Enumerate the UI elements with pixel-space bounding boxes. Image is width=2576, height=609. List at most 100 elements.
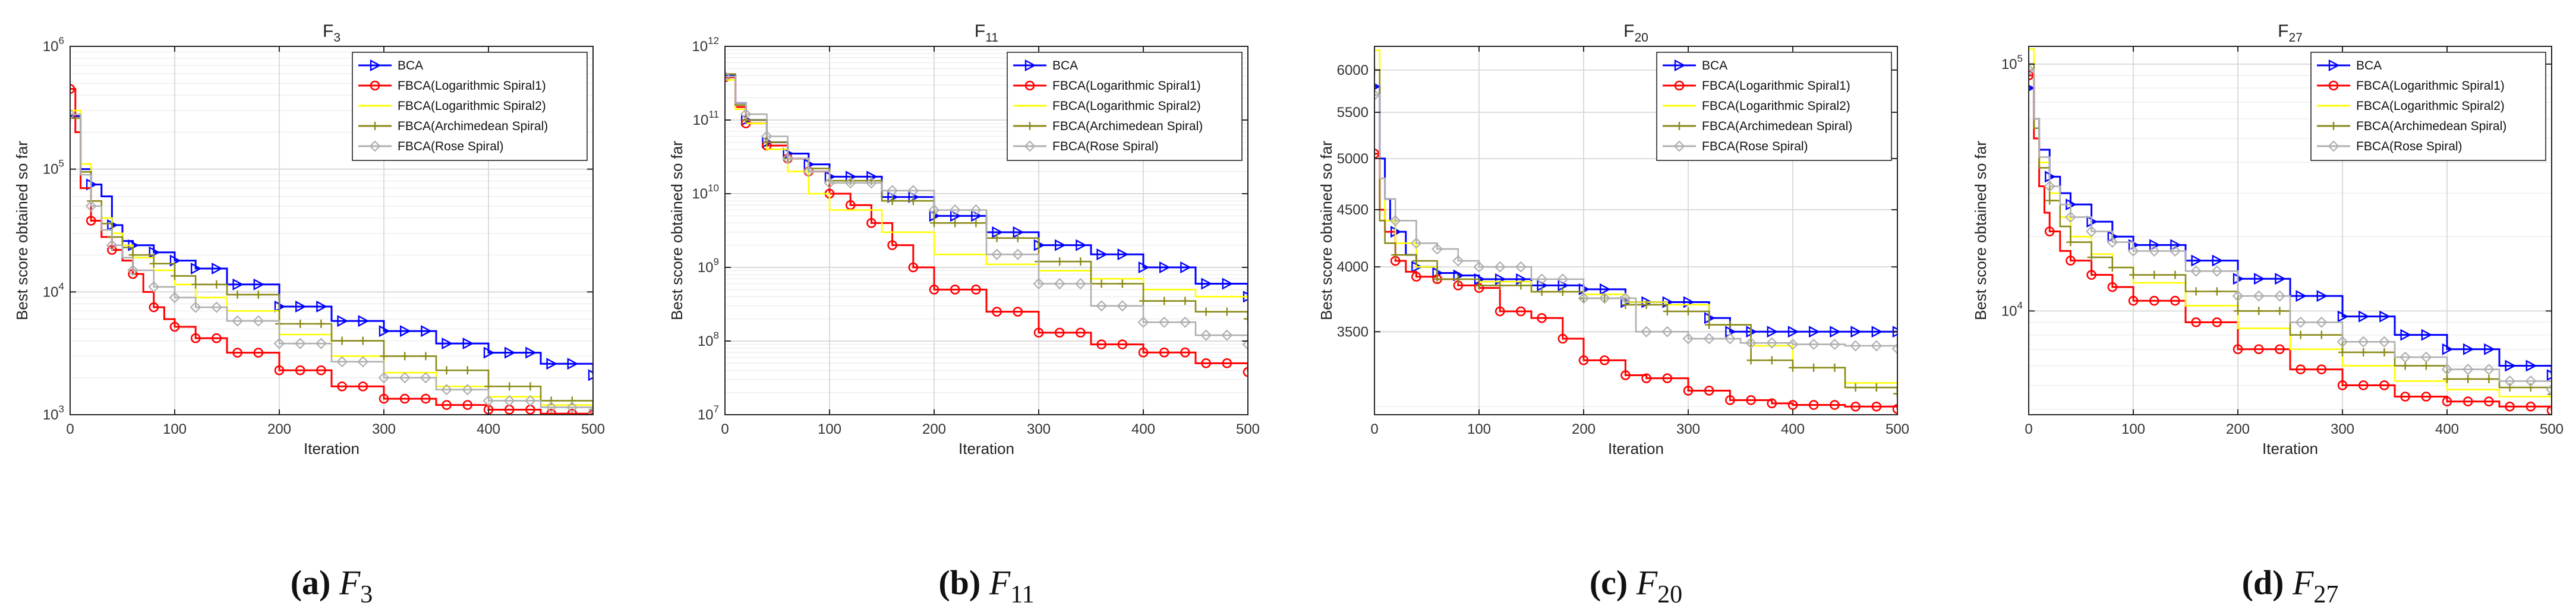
marker-circle [1222, 358, 1232, 368]
legend-entry-label: FBCA(Logarithmic Spiral2) [1052, 99, 1201, 113]
marker-diamond [1494, 261, 1506, 273]
caption-letter: (d) [2242, 563, 2293, 602]
series-line-5 [2029, 68, 2552, 390]
panel-title-sub: 3 [333, 31, 340, 45]
marker-triangle [2421, 329, 2433, 341]
marker-circle [2442, 396, 2452, 406]
x-tick-label: 500 [1236, 421, 1260, 437]
marker-triangle [253, 278, 265, 291]
marker-triangle [2379, 310, 2391, 323]
marker-triangle [567, 358, 579, 370]
marker-triangle [1054, 239, 1066, 251]
x-tick-label: 0 [2025, 421, 2032, 437]
marker-diamond [1012, 248, 1024, 260]
marker-triangle [2442, 343, 2454, 355]
marker-triangle [2484, 343, 2495, 355]
y-tick-base: 10 [43, 39, 59, 55]
y-tick-exponent: 7 [714, 403, 719, 415]
caption-name: F [339, 563, 361, 602]
marker-diamond [740, 108, 752, 120]
x-axis-label: Iteration [1608, 440, 1664, 457]
marker-circle [546, 408, 556, 415]
marker-diamond [148, 281, 160, 293]
marker-diamond [1054, 277, 1065, 290]
y-tick-label: 105 [2001, 53, 2023, 72]
marker-diamond [2483, 364, 2495, 376]
marker-circle [149, 302, 159, 313]
marker-triangle [2296, 290, 2307, 302]
marker-circle [2400, 392, 2410, 402]
marker-diamond [315, 337, 327, 349]
y-tick-label: 104 [2001, 299, 2023, 319]
series-line-2 [70, 88, 593, 415]
marker-circle [2546, 405, 2552, 415]
legend: BCA FBCA(Logarithmic Spiral1) FBCA(Logarit… [1007, 52, 1243, 161]
y-tick-base: 10 [698, 333, 714, 349]
axes-box [724, 46, 1248, 415]
marker-circle [1683, 386, 1694, 396]
y-tick-exponent: 12 [708, 35, 719, 46]
marker-circle [253, 348, 264, 358]
marker-diamond [1557, 273, 1569, 285]
marker-diamond [1682, 333, 1694, 345]
legend-entry-label: FBCA(Archimedean Spiral) [1052, 119, 1203, 133]
subfigure-caption: (a) F3 [291, 563, 373, 608]
marker-triangle [546, 358, 558, 370]
marker-triangle [1808, 326, 1820, 338]
marker-circle [1830, 400, 1840, 410]
marker-triangle [1096, 248, 1108, 261]
x-tick-label: 200 [922, 421, 946, 437]
legend-entry-label: FBCA(Logarithmic Spiral2) [398, 99, 546, 113]
y-tick-label: 6000 [1337, 62, 1369, 78]
marker-circle [845, 200, 856, 210]
y-tick-exponent: 11 [708, 109, 719, 120]
panel-title: F27 [2278, 21, 2303, 45]
marker-circle [1159, 347, 1169, 358]
x-tick-label: 300 [1676, 421, 1700, 437]
marker-diamond [865, 177, 877, 189]
marker-circle [2170, 295, 2180, 306]
legend-marker [369, 140, 381, 152]
marker-diamond [2357, 336, 2369, 348]
legend-entry-label: FBCA(Rose Spiral) [398, 140, 504, 153]
marker-diamond [420, 372, 431, 384]
legend-entry-label: FBCA(Logarithmic Spiral1) [398, 79, 546, 93]
marker-diamond [483, 395, 494, 407]
marker-diamond [803, 166, 815, 178]
subfigure-caption: (d) F27 [2242, 563, 2339, 608]
y-tick-label: 106 [43, 35, 64, 55]
marker-circle [1243, 367, 1248, 377]
marker-circle [1033, 327, 1044, 338]
marker-triangle [1787, 326, 1799, 338]
marker-diamond [2029, 64, 2035, 75]
marker-triangle [232, 278, 244, 291]
y-tick-base: 10 [43, 407, 59, 423]
marker-diamond [1515, 261, 1527, 273]
y-tick-label: 107 [698, 403, 719, 423]
legend-entry-label: BCA [2356, 59, 2382, 72]
marker-diamond [85, 200, 97, 212]
marker-triangle [2212, 254, 2224, 267]
marker-diamond [1598, 292, 1610, 304]
y-tick-exponent: 4 [59, 280, 64, 292]
axes-box [70, 46, 594, 415]
y-tick-label: 1012 [692, 35, 719, 55]
caption-sub: 11 [1010, 581, 1034, 608]
x-tick-label: 100 [1467, 421, 1491, 437]
y-axis-label: Best score obtained so far [668, 141, 686, 320]
marker-circle [295, 365, 305, 376]
marker-triangle [525, 346, 537, 359]
marker-triangle [950, 210, 961, 222]
marker-diamond [949, 204, 961, 216]
y-tick-label: 105 [43, 158, 64, 178]
marker-diamond [824, 177, 835, 189]
legend-entry-label: FBCA(Logarithmic Spiral1) [2356, 79, 2505, 93]
marker-circle [169, 321, 180, 332]
marker-diamond [907, 185, 919, 197]
marker-circle [2233, 344, 2243, 355]
marker-circle [2212, 317, 2222, 327]
marker-diamond [462, 384, 474, 396]
series-line-5 [70, 113, 593, 412]
marker-diamond [1374, 89, 1380, 101]
